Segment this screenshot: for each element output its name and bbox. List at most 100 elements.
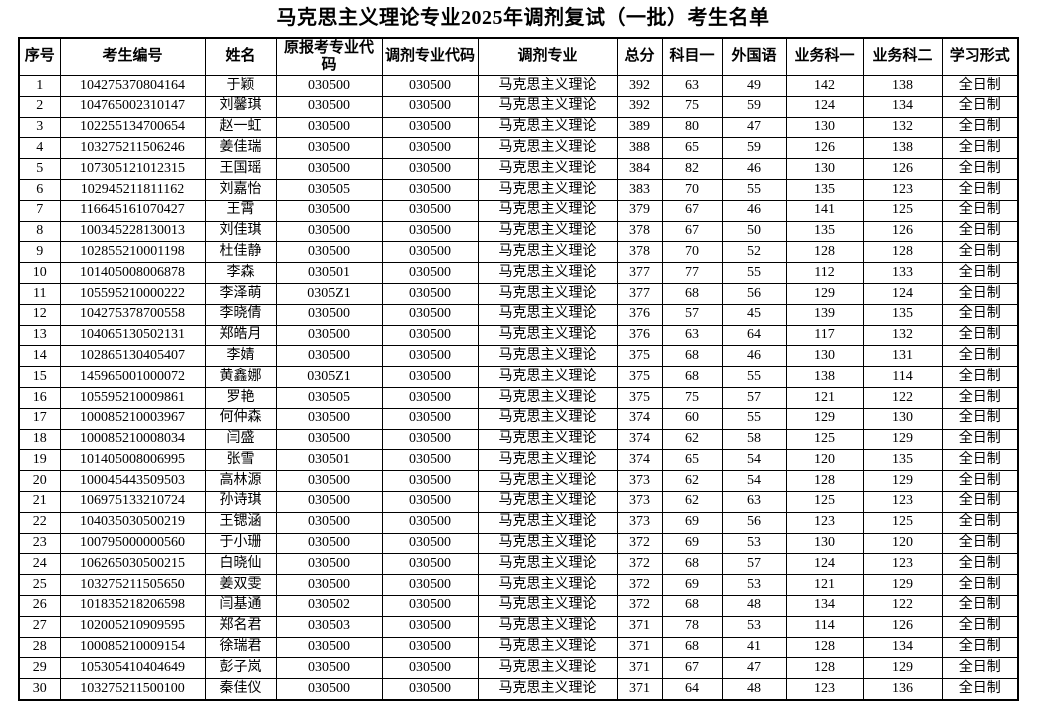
study-mode-cell: 全日制 xyxy=(941,511,1019,534)
total-score-cell: 373 xyxy=(616,490,663,513)
name-cell: 秦佳仪 xyxy=(204,678,277,701)
subject-one-score-cell: 68 xyxy=(661,636,723,659)
total-score-cell: 372 xyxy=(616,574,663,596)
transfer-major-cell: 马克思主义理论 xyxy=(477,324,618,347)
total-score-cell: 372 xyxy=(616,594,663,617)
transfer-major-code-cell: 030500 xyxy=(381,199,479,222)
foreign-language-score-cell: 49 xyxy=(721,75,787,97)
transfer-major-code-cell: 030500 xyxy=(381,532,479,555)
serial-number-cell: 1 xyxy=(18,75,61,97)
foreign-language-score-cell: 50 xyxy=(721,220,787,243)
table-row: 16 105595210009861 罗艳 030505 030500 马克思主义理论 37… xyxy=(18,386,1019,409)
candidate-id-cell: 106265030500215 xyxy=(59,553,206,576)
business-course-one-score-cell: 112 xyxy=(785,262,864,284)
serial-number-cell: 30 xyxy=(18,678,61,701)
business-course-two-score-cell: 114 xyxy=(862,366,943,388)
serial-number-cell: 25 xyxy=(18,574,61,596)
business-course-two-score-cell: 131 xyxy=(862,345,943,368)
serial-number-cell: 11 xyxy=(18,282,61,305)
business-course-two-score-cell: 129 xyxy=(862,428,943,451)
table-row: 28 100085210009154 徐瑞君 030500 030500 马克思主义理论 3… xyxy=(18,636,1019,659)
study-mode-cell: 全日制 xyxy=(941,324,1019,347)
foreign-language-score-cell: 48 xyxy=(721,594,787,617)
study-mode-cell: 全日制 xyxy=(941,345,1019,368)
subject-one-score-cell: 63 xyxy=(661,75,723,97)
foreign-language-score-cell: 53 xyxy=(721,574,787,596)
business-course-two-score-cell: 134 xyxy=(862,636,943,659)
candidate-id-cell: 101405008006878 xyxy=(59,262,206,284)
study-mode-cell: 全日制 xyxy=(941,366,1019,388)
business-course-one-score-cell: 117 xyxy=(785,324,864,347)
serial-number-cell: 5 xyxy=(18,158,61,180)
table-row: 11 105595210000222 李泽萌 0305Z1 030500 马克思主义理论 3… xyxy=(18,282,1019,305)
table-row: 18 100085210008034 闫盛 030500 030500 马克思主义理论 37… xyxy=(18,428,1019,451)
transfer-major-cell: 马克思主义理论 xyxy=(477,303,618,326)
column-header: 业务科二 xyxy=(862,37,943,76)
serial-number-cell: 8 xyxy=(18,220,61,243)
study-mode-cell: 全日制 xyxy=(941,449,1019,472)
name-cell: 徐瑞君 xyxy=(204,636,277,659)
business-course-one-score-cell: 134 xyxy=(785,594,864,617)
transfer-major-code-cell: 030500 xyxy=(381,303,479,326)
total-score-cell: 374 xyxy=(616,428,663,451)
study-mode-cell: 全日制 xyxy=(941,553,1019,576)
transfer-major-code-cell: 030500 xyxy=(381,594,479,617)
transfer-major-code-cell: 030500 xyxy=(381,470,479,492)
transfer-major-cell: 马克思主义理论 xyxy=(477,95,618,118)
total-score-cell: 371 xyxy=(616,678,663,701)
foreign-language-score-cell: 53 xyxy=(721,532,787,555)
serial-number-cell: 2 xyxy=(18,95,61,118)
candidate-id-cell: 104765002310147 xyxy=(59,95,206,118)
original-major-code-cell: 030500 xyxy=(275,220,383,243)
table-row: 14 102865130405407 李婧 030500 030500 马克思主义理论 37… xyxy=(18,345,1019,368)
foreign-language-score-cell: 47 xyxy=(721,116,787,139)
table-row: 15 145965001000072 黄鑫娜 0305Z1 030500 马克思主义理论 3… xyxy=(18,366,1019,388)
total-score-cell: 371 xyxy=(616,615,663,638)
candidate-id-cell: 100085210009154 xyxy=(59,636,206,659)
original-major-code-cell: 030500 xyxy=(275,345,383,368)
business-course-one-score-cell: 130 xyxy=(785,532,864,555)
business-course-one-score-cell: 128 xyxy=(785,657,864,680)
foreign-language-score-cell: 46 xyxy=(721,158,787,180)
transfer-major-cell: 马克思主义理论 xyxy=(477,449,618,472)
foreign-language-score-cell: 46 xyxy=(721,199,787,222)
foreign-language-score-cell: 56 xyxy=(721,511,787,534)
subject-one-score-cell: 69 xyxy=(661,532,723,555)
transfer-major-code-cell: 030500 xyxy=(381,553,479,576)
header-row: 序号 考生编号 姓名 原报考专业代码 调剂专业代码 调剂专业 总分 科目一 外国语 业务科一 业务科… xyxy=(18,37,1019,76)
transfer-major-code-cell: 030500 xyxy=(381,511,479,534)
table-row: 25 103275211505650 姜双雯 030500 030500 马克思主义理论 3… xyxy=(18,574,1019,596)
name-cell: 张雪 xyxy=(204,449,277,472)
business-course-one-score-cell: 128 xyxy=(785,241,864,264)
name-cell: 王锶涵 xyxy=(204,511,277,534)
total-score-cell: 375 xyxy=(616,345,663,368)
subject-one-score-cell: 63 xyxy=(661,324,723,347)
original-major-code-cell: 030500 xyxy=(275,241,383,264)
business-course-one-score-cell: 128 xyxy=(785,470,864,492)
transfer-major-code-cell: 030500 xyxy=(381,615,479,638)
business-course-one-score-cell: 114 xyxy=(785,615,864,638)
business-course-one-score-cell: 129 xyxy=(785,407,864,430)
transfer-major-code-cell: 030500 xyxy=(381,678,479,701)
study-mode-cell: 全日制 xyxy=(941,158,1019,180)
subject-one-score-cell: 78 xyxy=(661,615,723,638)
subject-one-score-cell: 67 xyxy=(661,657,723,680)
transfer-major-code-cell: 030500 xyxy=(381,428,479,451)
study-mode-cell: 全日制 xyxy=(941,532,1019,555)
business-course-two-score-cell: 138 xyxy=(862,137,943,160)
serial-number-cell: 4 xyxy=(18,137,61,160)
foreign-language-score-cell: 57 xyxy=(721,386,787,409)
transfer-major-code-cell: 030500 xyxy=(381,657,479,680)
transfer-major-code-cell: 030500 xyxy=(381,282,479,305)
total-score-cell: 378 xyxy=(616,241,663,264)
study-mode-cell: 全日制 xyxy=(941,116,1019,139)
business-course-one-score-cell: 120 xyxy=(785,449,864,472)
original-major-code-cell: 030500 xyxy=(275,553,383,576)
serial-number-cell: 13 xyxy=(18,324,61,347)
total-score-cell: 384 xyxy=(616,158,663,180)
total-score-cell: 374 xyxy=(616,407,663,430)
study-mode-cell: 全日制 xyxy=(941,574,1019,596)
total-score-cell: 377 xyxy=(616,262,663,284)
foreign-language-score-cell: 59 xyxy=(721,95,787,118)
business-course-one-score-cell: 141 xyxy=(785,199,864,222)
